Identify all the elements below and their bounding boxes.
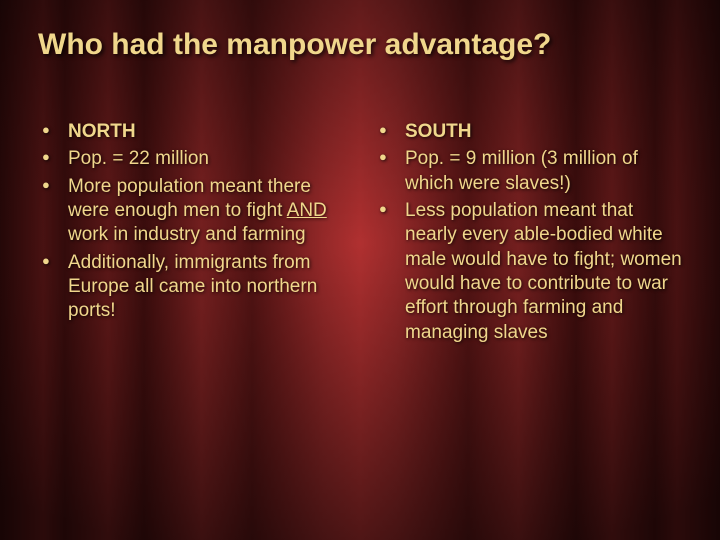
list-item: Less population meant that nearly every …	[379, 199, 688, 345]
south-heading: SOUTH	[405, 121, 472, 142]
south-column: SOUTH Pop. = 9 million (3 million of whi…	[379, 120, 688, 348]
slide-title: Who had the manpower advantage?	[38, 28, 682, 62]
north-point-pre: More population meant there were enough …	[68, 176, 311, 221]
north-point-post: work in industry and farming	[68, 224, 306, 245]
north-population: Pop. = 22 million	[68, 148, 209, 169]
south-point: Less population meant that nearly every …	[405, 200, 682, 343]
list-item: Additionally, immigrants from Europe all…	[42, 251, 351, 324]
list-item: SOUTH	[379, 120, 688, 144]
list-item: Pop. = 9 million (3 million of which wer…	[379, 147, 688, 196]
north-point-underline: AND	[287, 200, 327, 221]
north-column: NORTH Pop. = 22 million More population …	[42, 120, 351, 348]
slide: Who had the manpower advantage? NORTH Po…	[0, 0, 720, 540]
south-population: Pop. = 9 million (3 million of which wer…	[405, 148, 638, 193]
north-immigrants: Additionally, immigrants from Europe all…	[68, 252, 317, 322]
list-item: More population meant there were enough …	[42, 175, 351, 248]
list-item: Pop. = 22 million	[42, 147, 351, 171]
north-heading: NORTH	[68, 121, 136, 142]
slide-body: NORTH Pop. = 22 million More population …	[42, 120, 688, 348]
list-item: NORTH	[42, 120, 351, 144]
